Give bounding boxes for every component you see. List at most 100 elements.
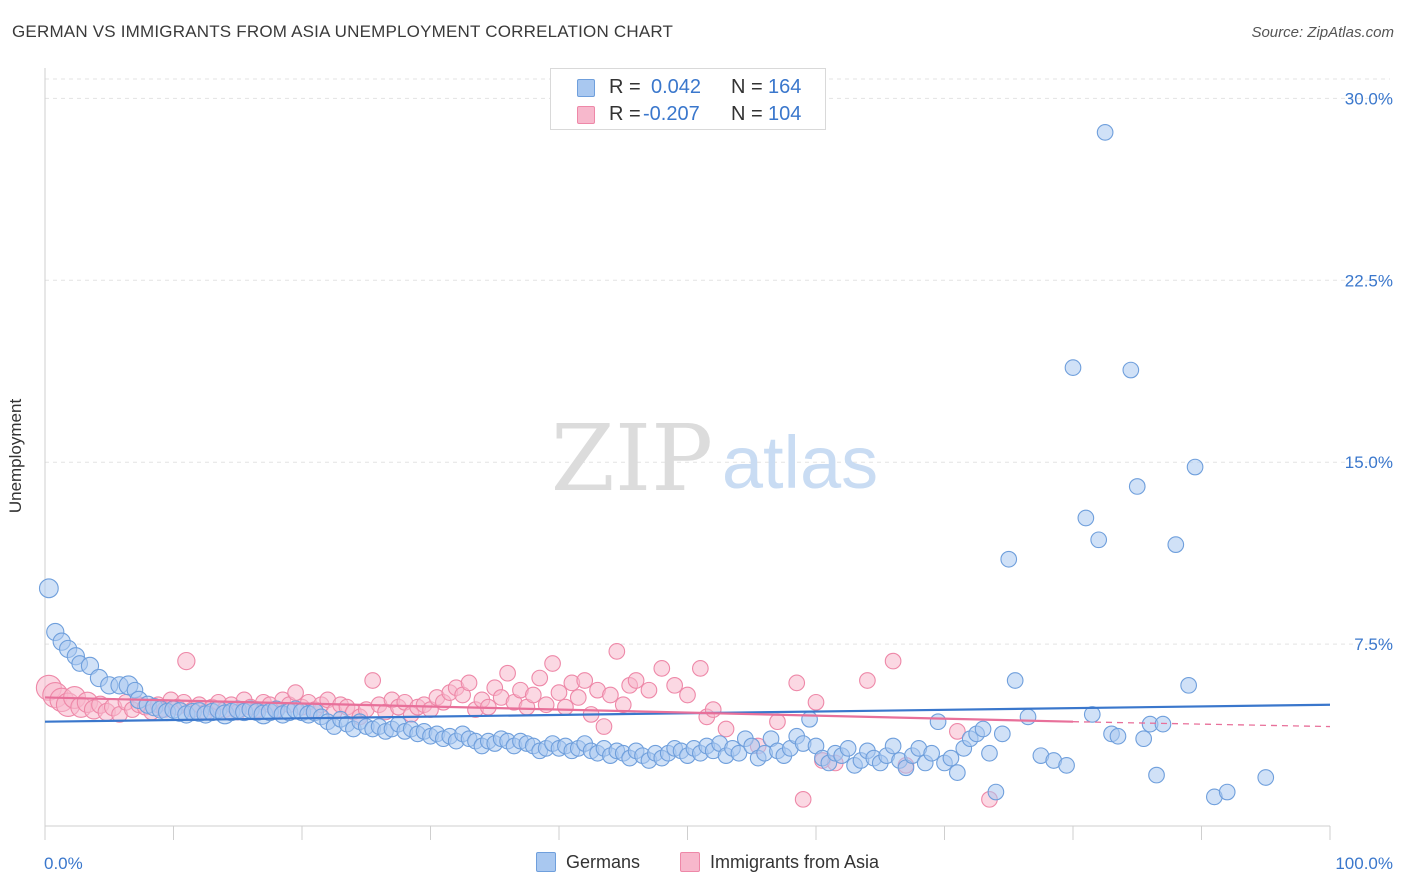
asia-point — [769, 713, 786, 731]
chart-title: GERMAN VS IMMIGRANTS FROM ASIA UNEMPLOYM… — [12, 22, 674, 41]
germans-point — [38, 578, 59, 599]
tick-labels: 7.5% 15.0% 22.5% 30.0% 0.0% 100.0% — [44, 89, 1393, 873]
germans-point — [1006, 672, 1024, 689]
legend-r-label: R = — [609, 103, 641, 125]
asia-point — [788, 674, 806, 692]
legend-swatch-germans — [577, 79, 595, 97]
asia-point — [653, 660, 671, 677]
legend-r-value: 0.042 — [651, 76, 702, 98]
asia-point — [544, 655, 561, 672]
asia-point — [679, 686, 696, 704]
asia-point — [177, 651, 196, 671]
germans-point — [1096, 124, 1114, 141]
correlation-legend: R = 0.042 N = 164 R = -0.207 N = 104 — [550, 68, 826, 130]
asia-trend-extension — [1072, 721, 1331, 728]
series-asia-points — [35, 643, 998, 808]
asia-point — [859, 672, 876, 689]
watermark-zip: ZIP — [551, 405, 713, 512]
germans-point — [974, 720, 992, 738]
asia-point — [287, 684, 304, 701]
germans-point — [1154, 715, 1172, 733]
asia-point — [717, 720, 735, 738]
germans-point — [801, 710, 818, 728]
asia-point — [807, 693, 825, 711]
germans-point — [1122, 361, 1140, 379]
germans-point — [730, 744, 748, 762]
y-tick-label: 30.0% — [1345, 89, 1393, 108]
legend-n-value: 104 — [768, 103, 802, 125]
germans-point — [839, 740, 857, 757]
asia-point — [884, 652, 902, 670]
legend-row-asia: R = -0.207 N = 104 — [551, 101, 825, 127]
legend-item-asia: Immigrants from Asia — [680, 852, 879, 873]
asia-point — [666, 676, 684, 694]
asia-point — [691, 660, 709, 677]
asia-point — [576, 672, 594, 689]
legend-n-label: N = — [731, 103, 763, 125]
watermark-atlas: atlas — [722, 421, 878, 504]
x-tick-label-min: 0.0% — [44, 854, 83, 873]
germans-point — [987, 783, 1005, 801]
germans-point — [1019, 708, 1037, 726]
germans-point — [884, 737, 902, 755]
y-tick-label: 22.5% — [1345, 271, 1393, 290]
asia-point — [557, 698, 574, 716]
germans-point — [1128, 478, 1146, 495]
germans-point — [1000, 550, 1018, 568]
asia-point — [460, 674, 478, 692]
asia-point — [948, 723, 966, 740]
germans-point — [948, 764, 966, 781]
asia-point — [550, 684, 568, 701]
legend-item-germans: Germans — [536, 852, 640, 873]
germans-point — [942, 749, 960, 767]
legend-label-asia: Immigrants from Asia — [710, 852, 880, 872]
germans-point — [1109, 727, 1127, 745]
germans-point — [1077, 509, 1095, 527]
germans-point — [1090, 531, 1108, 549]
asia-point — [569, 689, 587, 706]
asia-point — [531, 669, 549, 687]
germans-point — [929, 713, 947, 731]
series-germans-points — [38, 124, 1275, 806]
grid-lines — [45, 78, 1390, 645]
germans-point — [80, 656, 100, 676]
asia-point — [524, 686, 542, 704]
germans-point — [1167, 536, 1185, 554]
asia-point — [608, 643, 626, 660]
germans-point — [1257, 769, 1275, 786]
y-tick-label: 7.5% — [1354, 635, 1393, 654]
asia-point — [499, 664, 516, 682]
asia-point — [595, 718, 613, 735]
watermark: ZIP atlas — [551, 405, 878, 512]
y-tick-label: 15.0% — [1345, 453, 1393, 472]
germans-point — [1186, 458, 1204, 476]
legend-swatch-germans — [536, 852, 556, 872]
legend-row-germans: R = 0.042 N = 164 — [551, 74, 825, 100]
asia-point — [602, 686, 619, 704]
series-legend: Germans Immigrants from Asia — [0, 852, 1406, 878]
legend-n-label: N = — [731, 76, 763, 98]
germans-point — [981, 744, 998, 762]
legend-r-value: -0.207 — [643, 103, 700, 125]
legend-r-label: R = — [609, 76, 641, 98]
germans-point — [923, 744, 941, 762]
asia-point — [614, 696, 632, 714]
asia-trend-line — [44, 696, 1074, 723]
germans-point — [1218, 783, 1236, 801]
asia-point — [364, 672, 382, 689]
x-tick-label-max: 100.0% — [1335, 854, 1393, 873]
legend-swatch-asia — [577, 106, 595, 124]
germans-point — [1135, 730, 1153, 748]
chart-source: Source: ZipAtlas.com — [1251, 24, 1394, 41]
germans-point — [1064, 359, 1082, 376]
asia-point — [794, 790, 812, 808]
germans-point — [1058, 757, 1075, 774]
asia-point — [704, 701, 722, 718]
germans-point — [1148, 766, 1165, 784]
germans-point — [1180, 676, 1197, 694]
legend-label-germans: Germans — [566, 852, 641, 872]
asia-point — [627, 672, 645, 689]
legend-n-value: 164 — [768, 76, 802, 98]
legend-swatch-asia — [680, 852, 700, 872]
